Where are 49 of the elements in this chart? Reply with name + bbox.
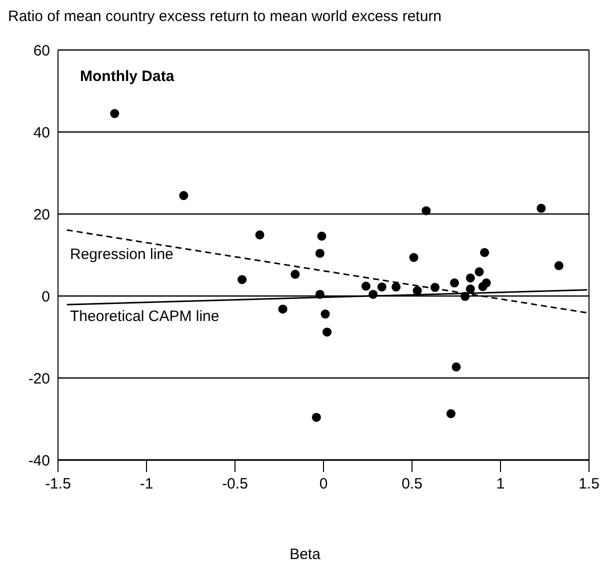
point: [412, 286, 422, 296]
point: [179, 191, 188, 200]
annotation: Monthly Data: [80, 68, 174, 85]
point: [478, 282, 488, 292]
point: [290, 270, 300, 279]
point: [320, 310, 330, 319]
point: [238, 275, 247, 284]
point: [361, 282, 370, 291]
point: [450, 278, 459, 288]
point: [446, 409, 456, 418]
point: [322, 328, 332, 337]
point: [317, 232, 326, 241]
y-tick-label: 40: [33, 124, 50, 142]
point: [392, 282, 401, 292]
y-axis-title: Ratio of mean country excess return to mean world excess return: [8, 8, 443, 27]
x-tick-label: 1.5: [578, 476, 600, 493]
annotation: Theoretical CAPM line: [70, 308, 220, 325]
point: [315, 248, 324, 258]
annotation: Regression line: [70, 246, 174, 263]
point: [422, 206, 431, 216]
point: [466, 273, 475, 282]
x-tick-label: 0: [319, 476, 328, 493]
x-tick-label: -1: [140, 476, 154, 493]
x-tick-label: 1: [496, 476, 505, 493]
y-tick-label: 60: [33, 42, 50, 60]
point: [377, 282, 386, 292]
point: [278, 304, 288, 314]
point: [474, 267, 484, 276]
point: [466, 284, 475, 294]
x-axis-title: Beta: [288, 546, 322, 563]
x-tick-label: 0.5: [402, 476, 422, 493]
y-tick-label: 20: [33, 206, 50, 224]
y-tick-label: 0: [42, 288, 50, 306]
point: [460, 292, 470, 301]
point: [315, 290, 324, 299]
point: [480, 248, 490, 258]
x-tick-label: -1.5: [45, 476, 71, 493]
point: [368, 290, 378, 299]
point: [255, 230, 264, 240]
point: [452, 362, 461, 372]
y-tick-label: -40: [28, 452, 50, 470]
point: [536, 204, 546, 213]
point: [110, 109, 120, 118]
point: [430, 282, 440, 292]
x-tick-label: -0.5: [222, 476, 248, 493]
y-tick-label: -20: [28, 370, 50, 388]
point: [312, 412, 321, 422]
point: [409, 252, 418, 262]
point: [554, 261, 564, 270]
